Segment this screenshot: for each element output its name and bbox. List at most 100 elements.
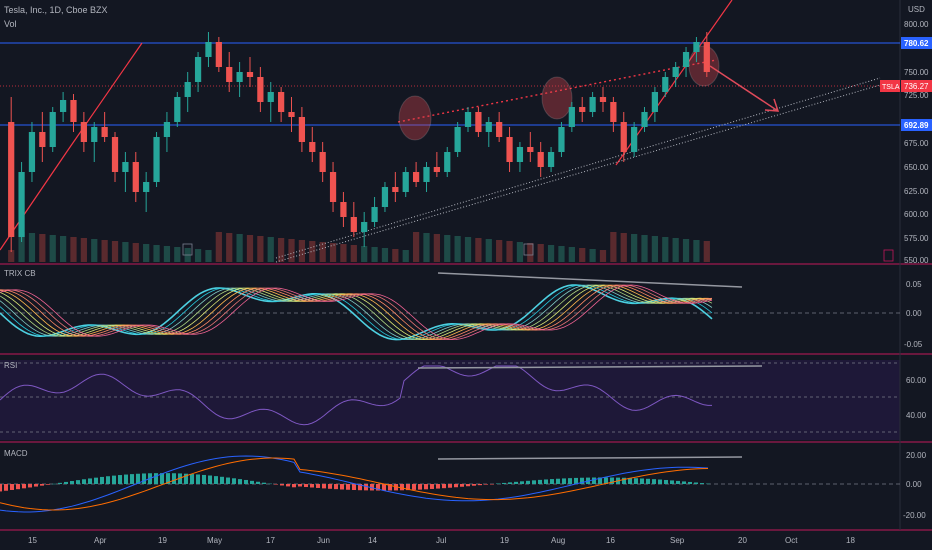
candle-body[interactable]	[278, 92, 285, 112]
candle-body[interactable]	[163, 122, 171, 137]
candle-body[interactable]	[340, 202, 347, 217]
candle-body[interactable]	[111, 137, 119, 172]
candle-body[interactable]	[194, 57, 202, 82]
candle-body[interactable]	[101, 127, 108, 137]
candle-body[interactable]	[516, 147, 524, 162]
candle-body[interactable]	[496, 122, 503, 137]
candle-body[interactable]	[589, 97, 596, 112]
candle-body[interactable]	[329, 172, 337, 202]
macd-hist-bar	[328, 484, 332, 489]
candle-body[interactable]	[599, 97, 607, 102]
candle-body[interactable]	[184, 82, 191, 97]
candle-body[interactable]	[267, 92, 274, 102]
candle-body[interactable]	[174, 97, 181, 122]
candle-body[interactable]	[122, 162, 129, 172]
candle-body[interactable]	[703, 42, 710, 72]
candle-body[interactable]	[412, 172, 420, 182]
macd-hist-bar	[34, 484, 38, 487]
dotted-support-line-2[interactable]	[275, 77, 881, 259]
candle-body[interactable]	[371, 207, 378, 222]
candle-body[interactable]	[423, 167, 430, 182]
candle-body[interactable]	[464, 112, 472, 127]
candle-body[interactable]	[153, 137, 160, 182]
earnings-icon[interactable]	[883, 249, 894, 262]
candle-body[interactable]	[485, 122, 492, 132]
candle-body[interactable]	[91, 127, 98, 142]
candle-body[interactable]	[236, 72, 243, 82]
candle-body[interactable]	[381, 187, 389, 207]
projection-arrow[interactable]	[709, 65, 779, 112]
candle-body[interactable]	[288, 112, 295, 117]
highlight-ellipses[interactable]	[398, 45, 720, 141]
rsi-tick: 60.00	[906, 376, 927, 385]
candle-body[interactable]	[257, 77, 264, 102]
candle-body[interactable]	[59, 100, 67, 112]
candle-body[interactable]	[226, 67, 233, 82]
highlight-ellipse-2[interactable]	[541, 76, 573, 120]
trix-divergence-line[interactable]	[437, 272, 743, 288]
macd-hist-bar	[460, 484, 464, 487]
candle-body[interactable]	[433, 167, 440, 172]
candle-body[interactable]	[475, 112, 482, 132]
candle-body[interactable]	[641, 112, 648, 127]
earnings-icon[interactable]	[523, 243, 534, 256]
candle-body[interactable]	[70, 100, 77, 122]
candle-body[interactable]	[392, 187, 399, 192]
candle-body[interactable]	[537, 152, 544, 167]
candle-body[interactable]	[205, 42, 212, 57]
macd-hist-bar	[250, 480, 254, 484]
candle-body[interactable]	[454, 127, 461, 152]
earnings-markers[interactable]	[182, 243, 894, 262]
candle-body[interactable]	[298, 117, 306, 142]
candle-body[interactable]	[558, 127, 565, 152]
candle-body[interactable]	[350, 217, 357, 232]
candle-body[interactable]	[319, 152, 326, 172]
candle-body[interactable]	[610, 102, 617, 122]
volume-bar	[464, 237, 472, 262]
macd-divergence-line[interactable]	[437, 456, 743, 460]
dotted-resistance-line[interactable]	[397, 59, 717, 123]
candle-body[interactable]	[49, 112, 56, 147]
candlesticks[interactable]	[8, 32, 710, 252]
candle-body[interactable]	[651, 92, 659, 112]
candle-body[interactable]	[80, 122, 87, 142]
macd-hist-bar	[628, 477, 632, 484]
candle-body[interactable]	[309, 142, 316, 152]
candle-body[interactable]	[18, 172, 25, 237]
candle-body[interactable]	[143, 182, 150, 192]
volume-bar	[122, 242, 129, 262]
macd-hist-bar	[418, 484, 422, 490]
candle-body[interactable]	[693, 42, 700, 52]
candle-body[interactable]	[28, 132, 36, 172]
candle-body[interactable]	[132, 162, 139, 192]
candle-body[interactable]	[662, 77, 669, 92]
candle-body[interactable]	[39, 132, 46, 147]
rsi-divergence-line[interactable]	[417, 365, 763, 369]
candle-body[interactable]	[579, 107, 586, 112]
trix-tick: 0.05	[906, 280, 922, 289]
candle-body[interactable]	[8, 122, 15, 237]
candle-body[interactable]	[444, 152, 451, 172]
candle-body[interactable]	[631, 127, 638, 152]
candle-body[interactable]	[672, 67, 679, 77]
macd-hist-bar	[172, 473, 176, 484]
candle-body[interactable]	[215, 42, 222, 67]
macd-hist-bar	[292, 484, 296, 488]
candle-body[interactable]	[620, 122, 627, 152]
candle-body[interactable]	[506, 137, 513, 162]
candle-body[interactable]	[527, 147, 534, 152]
candle-body[interactable]	[547, 152, 555, 167]
candle-body[interactable]	[568, 107, 575, 127]
candle-body[interactable]	[361, 222, 368, 232]
price-scale[interactable]: USD 800.00 750.00 725.00 675.00 650.00 6…	[904, 5, 929, 265]
highlight-ellipse-1[interactable]	[398, 95, 432, 141]
earnings-icon[interactable]	[182, 243, 193, 256]
candle-body[interactable]	[682, 52, 690, 67]
time-axis[interactable]: 15 Apr 19 May 17 Jun 14 Jul 19 Aug 16 Se…	[28, 536, 855, 545]
macd-hist-bar	[166, 473, 170, 484]
candle-body[interactable]	[246, 72, 254, 77]
candle-body[interactable]	[402, 172, 409, 192]
price-tick: 800.00	[904, 20, 929, 29]
time-tick: Aug	[551, 536, 565, 545]
